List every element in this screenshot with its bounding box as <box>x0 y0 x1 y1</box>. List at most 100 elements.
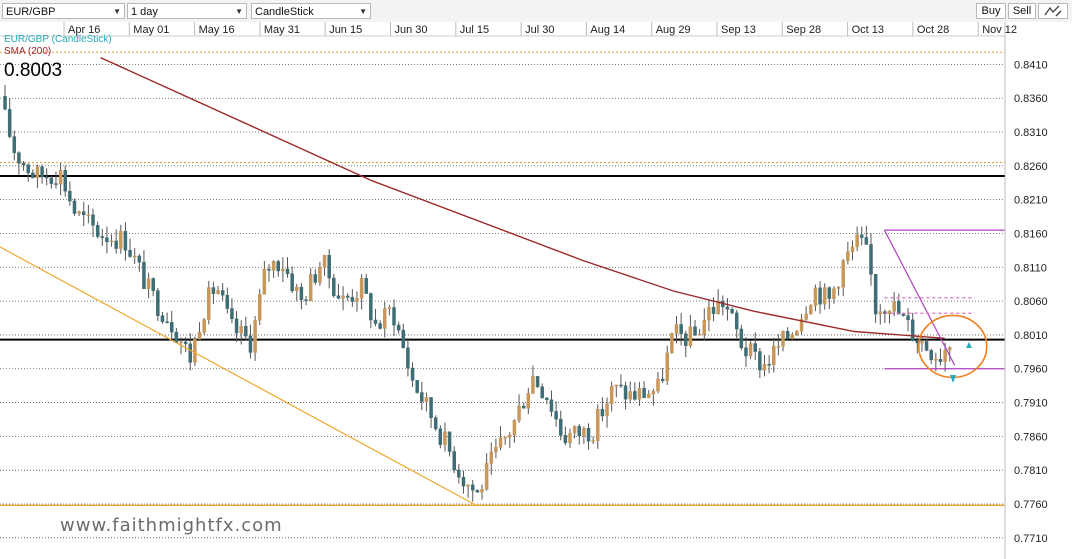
candle <box>114 240 118 249</box>
candle <box>688 326 693 346</box>
candle <box>383 308 387 329</box>
candle <box>734 312 739 330</box>
y-tick-label: 0.8060 <box>1014 296 1048 308</box>
y-tick-label: 0.8360 <box>1014 93 1048 105</box>
candle <box>660 378 665 382</box>
draw-tools-button[interactable] <box>1038 3 1068 19</box>
candle <box>373 319 378 324</box>
candle <box>17 152 21 164</box>
candle <box>276 261 280 272</box>
candle <box>86 214 91 217</box>
candle <box>776 346 781 348</box>
candle <box>119 231 123 249</box>
candle <box>355 298 359 302</box>
candle <box>781 330 785 347</box>
candle <box>457 469 461 478</box>
x-tick-label: Nov 12 <box>982 24 1017 36</box>
candle <box>614 384 619 387</box>
candle <box>169 322 174 333</box>
candle <box>151 278 155 291</box>
candle <box>549 399 554 412</box>
candle <box>503 436 507 439</box>
candle <box>406 347 410 369</box>
chevron-down-icon: ▼ <box>235 7 243 16</box>
candle <box>809 305 813 315</box>
candle <box>494 446 498 453</box>
x-tick-label: Sep 13 <box>721 24 756 36</box>
symbol-select[interactable]: EUR/GBP ▼ <box>2 3 125 19</box>
candle <box>12 136 17 154</box>
candle <box>82 211 86 216</box>
x-tick-label: May 31 <box>264 24 300 36</box>
candle <box>165 321 169 323</box>
candle <box>855 234 859 248</box>
candle <box>179 341 183 344</box>
candle <box>813 287 818 306</box>
candle <box>100 236 105 238</box>
buy-button[interactable]: Buy <box>976 3 1006 19</box>
candle <box>262 268 267 295</box>
interval-select[interactable]: 1 day ▼ <box>127 3 247 19</box>
candle <box>892 301 896 312</box>
price-chart[interactable]: Apr 16 May 01 May 16 May 31 Jun 15 Jun 30 Jul … <box>0 22 1072 559</box>
marker-down-icon <box>950 375 956 383</box>
y-tick-label: 0.8410 <box>1014 59 1048 71</box>
candle <box>924 341 929 351</box>
candle <box>7 109 12 137</box>
y-tick-label: 0.8260 <box>1014 161 1048 173</box>
candle <box>577 425 582 437</box>
candle <box>313 274 318 283</box>
x-tick-label: Sep 28 <box>786 24 821 36</box>
candle <box>545 397 549 401</box>
candle <box>369 293 373 321</box>
sell-button[interactable]: Sell <box>1008 3 1036 19</box>
candle <box>526 393 531 409</box>
candle <box>901 313 906 316</box>
candle <box>285 268 290 274</box>
x-tick-label: May 16 <box>199 24 235 36</box>
candle <box>202 319 206 333</box>
candle <box>225 294 230 309</box>
drawn-trendline[interactable] <box>883 229 956 366</box>
candle <box>341 295 345 299</box>
candle <box>142 261 146 289</box>
candle <box>628 391 632 400</box>
candle <box>49 177 54 184</box>
candle <box>785 330 790 339</box>
candle <box>822 287 827 305</box>
candle <box>869 244 873 275</box>
candle <box>44 176 49 179</box>
candle <box>827 287 832 299</box>
candle <box>619 384 623 387</box>
y-tick-label: 0.7860 <box>1014 431 1048 443</box>
x-tick-label: Jun 15 <box>329 24 362 36</box>
interval-value: 1 day <box>131 6 158 18</box>
candle <box>670 333 674 354</box>
candle <box>244 326 248 337</box>
candle <box>512 420 517 436</box>
candle <box>582 427 586 437</box>
chart-style-select[interactable]: CandleStick ▼ <box>251 3 371 19</box>
sma-200-line <box>100 56 945 339</box>
candle <box>77 211 81 214</box>
candle <box>378 323 382 329</box>
candle <box>642 388 646 398</box>
candle <box>230 308 234 320</box>
candle <box>211 287 216 294</box>
candle <box>188 343 193 363</box>
x-tick-label: Jun 30 <box>395 24 428 36</box>
candle <box>350 297 355 302</box>
instrument-legend: EUR/GBP (CandleStick) <box>4 34 112 45</box>
candle <box>447 431 452 452</box>
drawn-trendline[interactable] <box>0 246 478 507</box>
candle <box>299 286 304 300</box>
candle <box>424 397 429 402</box>
candle <box>183 341 188 345</box>
candle <box>651 390 656 395</box>
candle <box>790 334 795 339</box>
x-tick-label: Oct 13 <box>852 24 884 36</box>
candle <box>26 164 30 174</box>
candle <box>832 288 836 299</box>
candle <box>739 328 744 349</box>
candle <box>697 333 702 336</box>
